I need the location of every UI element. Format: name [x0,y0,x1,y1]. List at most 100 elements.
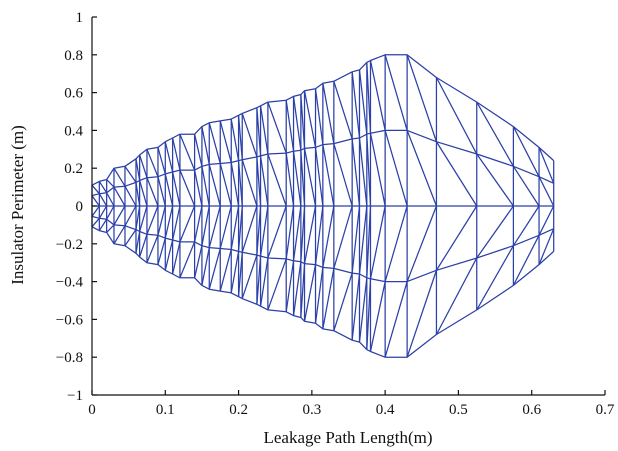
mesh-diagonal-line [384,281,408,358]
mesh-diagonal-line [219,163,232,207]
mesh-diagonal-line [98,193,108,207]
mesh-diagonal-line [157,237,166,265]
mesh-diagonal-line [285,260,295,312]
mesh-diagonal-line [219,205,232,249]
mesh-diagonal-line [406,54,438,142]
x-tick-label: 0.7 [596,402,615,418]
mesh-diagonal-line [267,153,287,207]
mesh-diagonal-line [267,258,287,311]
x-tick-label: 0.3 [302,402,321,418]
mesh-diagonal-line [230,251,240,294]
mesh-diagonal-line [406,205,438,282]
mesh-diagonal-line [106,205,115,220]
mesh-diagonal-line [113,186,126,207]
mesh-diagonal-line [193,245,203,278]
mesh-diagonal-line [179,169,196,207]
x-tick-label: 0 [88,402,96,418]
mesh-diagonal-line [124,185,137,207]
mesh-diagonal-line [172,137,181,171]
mesh-diagonal-line [512,165,540,207]
mesh-diagonal-line [106,192,115,207]
mesh-diagonal-line [292,96,302,151]
mesh-diagonal-line [91,184,100,195]
mesh-diagonal-line [124,205,137,227]
mesh-diagonal-line [98,218,108,231]
mesh-diagonal-line [333,272,353,331]
mesh-diagonal-line [259,205,269,257]
mesh-diagonal-line [292,205,302,261]
x-tick-label: 0.6 [522,402,541,418]
mesh-diagonal-line [322,268,335,329]
mesh-diagonal-line [113,225,126,245]
mesh-diagonal-line [98,181,108,194]
mesh-diagonal-line [538,147,555,184]
mesh-diagonal-line [292,151,302,207]
mesh-diagonal-line [113,205,126,226]
mesh-diagonal-line [219,120,232,163]
mesh-diagonal-line [157,176,166,207]
mesh-longitudinal-line [91,129,554,197]
mesh-diagonal-line [351,205,361,274]
mesh-diagonal-line [139,234,148,258]
mesh-diagonal-line [538,205,555,236]
mesh-diagonal-line [369,60,386,131]
mesh-diagonal-line [303,264,317,322]
mesh-diagonal-line [285,100,295,152]
y-tick-label: 0.8 [64,48,83,64]
mesh-diagonal-line [230,162,240,207]
mesh-diagonal-line [98,205,108,219]
mesh-diagonal-line [201,126,210,165]
mesh-diagonal-line [435,257,478,335]
mesh-diagonal-line [164,173,174,207]
mesh-diagonal-line [146,149,159,177]
mesh-diagonal-line [314,267,324,324]
mesh-diagonal-line [164,141,174,173]
mesh-diagonal-line [303,148,317,207]
y-tick-label: −1 [67,388,83,404]
y-tick-label: 1 [76,10,84,26]
mesh-diagonal-line [139,180,148,207]
mesh-diagonal-line [193,134,203,167]
mesh-diagonal-line [267,205,287,259]
tick-labels: 0 0.1 0.2 0.3 0.4 0.5 0.6 0.7 1 0.8 0.6 0.4 0.2 0 −0.2… [56,10,615,418]
mesh-longitudinal-line [91,54,555,186]
mesh-diagonal-line [285,152,295,207]
mesh-diagonal-line [333,143,353,207]
x-tick-label: 0.2 [229,402,248,418]
mesh-diagonal-line [139,154,148,178]
mesh-diagonal-line [435,77,478,155]
mesh-diagonal-line [146,235,159,263]
mesh-diagonal-line [406,130,438,207]
mesh-diagonal-line [179,241,196,279]
mesh-diagonal-line [314,205,324,265]
mesh-diagonal-line [124,165,137,183]
mesh-diagonal-line [384,205,408,282]
mesh-diagonal-line [201,247,210,286]
mesh-diagonal-line [285,205,295,260]
mesh-diagonal-line [476,153,514,207]
mesh-diagonal-line [333,81,353,140]
mesh-diagonal-line [164,205,174,239]
mesh-longitudinal-line [91,215,554,283]
mesh-diagonal-line [241,113,258,158]
mesh-diagonal-line [303,90,317,148]
mesh-diagonal-line [369,281,386,352]
x-tick-label: 0.4 [376,402,395,418]
mesh-diagonal-line [164,239,174,271]
mesh-diagonal-line [358,137,368,207]
mesh-diagonal-line [91,205,100,217]
mesh-diagonal-line [113,167,126,187]
mesh-diagonal-line [172,205,181,241]
mesh-diagonal-line [146,177,159,207]
y-tick-label: 0.2 [64,161,83,177]
mesh-diagonal-line [358,69,368,135]
mesh-diagonal-line [303,205,317,264]
mesh-diagonal-line [406,270,438,358]
mesh-diagonal-line [208,122,221,164]
mesh-diagonal-line [358,205,368,275]
mesh-diagonal-line [351,138,361,207]
mesh-diagonal-line [179,205,196,243]
mesh-diagonal-line [512,235,540,286]
mesh-diagonal-line [358,277,368,343]
